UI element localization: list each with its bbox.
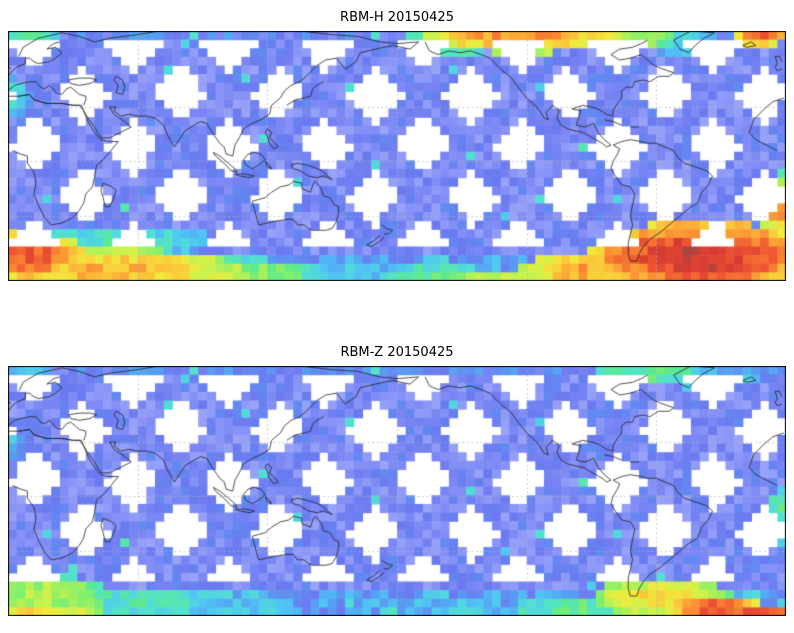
panel-rbm-h: RBM-H 20150425	[0, 0, 794, 281]
map-canvas-rbm-h	[8, 31, 786, 281]
panel-title: RBM-H 20150425	[340, 10, 454, 25]
panel-rbm-z: RBM-Z 20150425	[0, 335, 794, 616]
map-canvas-rbm-z	[8, 366, 786, 616]
panel-title: RBM-Z 20150425	[340, 345, 454, 360]
